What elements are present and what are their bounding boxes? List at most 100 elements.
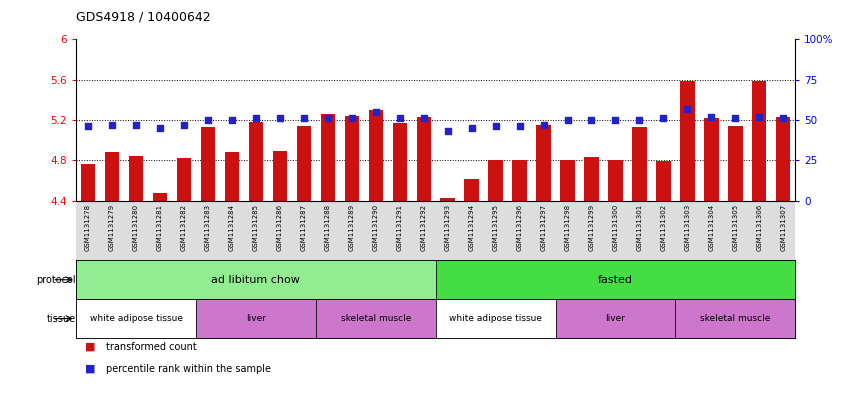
Point (633, 117, 646, 123)
Bar (297, 126, 311, 200)
Point (249, 115, 262, 121)
Bar (369, 110, 383, 200)
Point (728, 115, 742, 121)
Text: GSM1131278: GSM1131278 (85, 204, 91, 251)
Text: GSM1131282: GSM1131282 (181, 204, 187, 251)
Bar (105, 152, 119, 200)
Bar (632, 127, 646, 200)
Bar (536, 125, 551, 200)
Bar (464, 180, 479, 200)
Bar (81, 164, 96, 200)
Bar (344, 116, 359, 200)
Point (561, 117, 574, 123)
Text: GSM1131293: GSM1131293 (445, 204, 451, 251)
Text: ■: ■ (85, 364, 95, 373)
Bar (153, 193, 168, 200)
Text: GSM1131291: GSM1131291 (397, 204, 403, 251)
Text: GSM1131287: GSM1131287 (301, 204, 307, 251)
Point (393, 115, 406, 121)
Text: percentile rank within the sample: percentile rank within the sample (106, 364, 271, 373)
Point (321, 115, 334, 121)
Bar (249, 122, 263, 200)
Bar (272, 151, 287, 200)
Text: liver: liver (606, 314, 625, 323)
Text: GSM1131300: GSM1131300 (613, 204, 618, 251)
Point (369, 109, 382, 115)
Text: GSM1131288: GSM1131288 (325, 204, 331, 251)
Point (105, 122, 118, 128)
Point (777, 115, 790, 121)
Text: GSM1131280: GSM1131280 (133, 204, 139, 251)
Bar (76, 299, 196, 338)
Point (489, 123, 503, 130)
Text: fasted: fasted (598, 275, 633, 285)
Bar (776, 117, 790, 200)
Bar (513, 160, 527, 200)
Text: GSM1131297: GSM1131297 (541, 204, 547, 251)
Text: GDS4918 / 10400642: GDS4918 / 10400642 (76, 11, 211, 24)
Point (656, 115, 670, 121)
Text: ad libitum chow: ad libitum chow (212, 275, 300, 285)
Bar (488, 160, 503, 200)
Point (201, 117, 215, 123)
Text: ■: ■ (85, 342, 95, 352)
Text: GSM1131290: GSM1131290 (373, 204, 379, 251)
Bar (680, 81, 695, 200)
Point (297, 115, 310, 121)
Bar (704, 118, 718, 200)
Text: GSM1131284: GSM1131284 (229, 204, 235, 251)
Point (129, 122, 143, 128)
Bar (436, 299, 556, 338)
Bar (656, 161, 671, 200)
Text: GSM1131294: GSM1131294 (469, 204, 475, 251)
Point (705, 114, 718, 120)
Text: GSM1131295: GSM1131295 (492, 204, 498, 251)
Bar (177, 158, 191, 200)
Text: liver: liver (246, 314, 266, 323)
Text: skeletal muscle: skeletal muscle (700, 314, 771, 323)
Bar (129, 156, 143, 200)
Text: GSM1131279: GSM1131279 (109, 204, 115, 251)
Point (585, 117, 598, 123)
Point (752, 114, 766, 120)
Bar (321, 114, 335, 200)
Text: skeletal muscle: skeletal muscle (341, 314, 411, 323)
Text: tissue: tissue (47, 314, 75, 323)
Text: GSM1131301: GSM1131301 (636, 204, 642, 251)
Bar (585, 157, 599, 200)
Text: GSM1131292: GSM1131292 (420, 204, 426, 251)
Bar (608, 160, 623, 200)
Text: GSM1131303: GSM1131303 (684, 204, 690, 251)
Text: GSM1131304: GSM1131304 (708, 204, 714, 251)
Point (273, 115, 287, 121)
Text: protocol: protocol (36, 275, 75, 285)
Point (513, 123, 526, 130)
Point (680, 105, 694, 112)
Text: GSM1131302: GSM1131302 (661, 204, 667, 251)
Bar (752, 81, 766, 200)
Bar (556, 299, 675, 338)
Bar (675, 299, 795, 338)
Bar (728, 126, 743, 200)
Bar (225, 152, 239, 200)
Point (417, 115, 431, 121)
Text: GSM1131306: GSM1131306 (756, 204, 762, 251)
Text: white adipose tissue: white adipose tissue (90, 314, 183, 323)
Bar (393, 123, 407, 200)
Point (225, 117, 239, 123)
Bar (416, 117, 431, 200)
Text: GSM1131299: GSM1131299 (589, 204, 595, 251)
Bar (201, 127, 215, 200)
Bar (76, 260, 436, 299)
Bar (436, 260, 795, 299)
Text: GSM1131307: GSM1131307 (780, 204, 786, 251)
Point (441, 128, 454, 134)
Bar (560, 160, 574, 200)
Text: GSM1131285: GSM1131285 (253, 204, 259, 251)
Point (536, 122, 550, 128)
Text: GSM1131296: GSM1131296 (517, 204, 523, 251)
Point (464, 125, 478, 131)
Point (608, 117, 622, 123)
Bar (196, 299, 316, 338)
Text: GSM1131286: GSM1131286 (277, 204, 283, 251)
